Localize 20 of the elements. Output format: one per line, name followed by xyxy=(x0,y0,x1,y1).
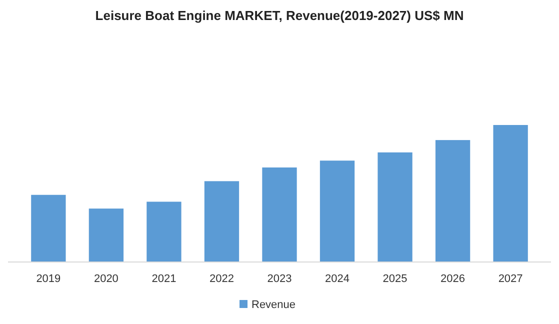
x-tick-label: 2020 xyxy=(94,273,118,285)
bar xyxy=(146,202,182,262)
x-tick-label: 2021 xyxy=(152,273,176,285)
x-tick-label: 2022 xyxy=(209,273,234,285)
bar xyxy=(31,194,66,262)
chart-title: Leisure Boat Engine MARKET, Revenue(2019-2027) US$ MN xyxy=(95,8,464,23)
x-tick-label: 2024 xyxy=(325,273,350,285)
bar xyxy=(262,167,297,262)
x-tick-label: 2025 xyxy=(382,273,408,285)
bar xyxy=(493,125,528,262)
bar xyxy=(320,160,355,262)
bar xyxy=(204,181,240,262)
x-tick-label: 2027 xyxy=(498,273,523,285)
legend-label: Revenue xyxy=(252,299,296,311)
x-tick-label: 2023 xyxy=(267,273,292,285)
x-tick-label: 2019 xyxy=(36,273,61,285)
bar xyxy=(378,152,412,262)
bar xyxy=(435,140,470,262)
x-tick-label: 2026 xyxy=(440,273,466,285)
bar xyxy=(88,208,124,262)
